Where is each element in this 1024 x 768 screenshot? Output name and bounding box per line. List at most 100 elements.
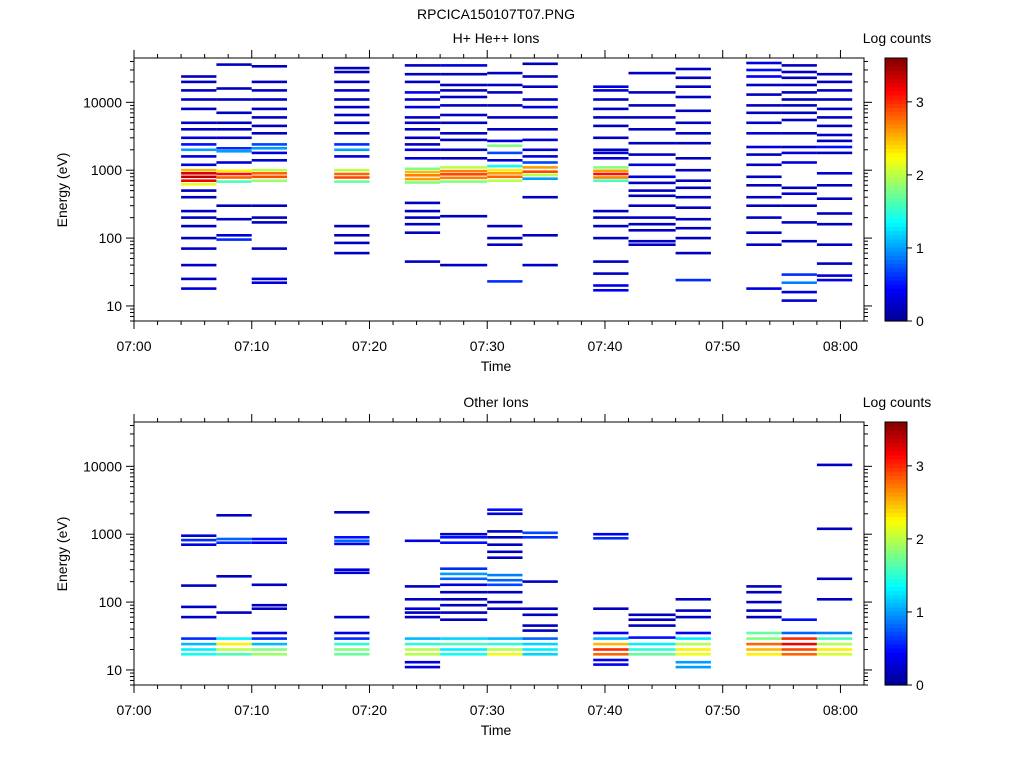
heatmap-cell (816, 197, 853, 200)
heatmap-cell (334, 113, 370, 117)
heatmap-cell (675, 95, 711, 99)
heatmap-cell (487, 159, 523, 162)
heatmap-cell (522, 629, 558, 632)
colorbar-swatch (885, 450, 907, 456)
heatmap-cell (746, 204, 782, 207)
colorbar-swatch (885, 205, 907, 211)
heatmap-cell (675, 217, 711, 221)
heatmap-cell (404, 585, 441, 588)
heatmap-cell (440, 148, 488, 152)
heatmap-cell (334, 155, 370, 158)
heatmap-cell (593, 537, 629, 540)
heatmap-cell (522, 173, 558, 177)
heatmap-cell (216, 169, 252, 173)
heatmap-cell (440, 603, 488, 607)
heatmap-cell (593, 172, 629, 176)
colorbar-swatch (885, 578, 907, 583)
colorbar-swatch (885, 316, 907, 322)
heatmap-cell (593, 148, 629, 152)
heatmap-cell (675, 642, 711, 646)
heatmap-cell (522, 613, 558, 617)
colorbar-swatch (885, 210, 907, 215)
panel-other-ions: Other Ions 07:00 07:10 07:20 07:30 07:40 07:5… (54, 394, 931, 738)
colorbar-swatch (885, 144, 907, 150)
heatmap-cell (746, 600, 782, 604)
colorbar-swatch (885, 664, 907, 670)
heatmap-cell (675, 615, 711, 619)
heatmap-cell (334, 148, 370, 152)
heatmap-cell (781, 132, 817, 135)
x-tick-label: 07:20 (352, 338, 387, 354)
heatmap-cell (334, 70, 370, 74)
heatmap-cell (251, 65, 287, 68)
y-axis-ticks: 10 100 1000 10000 (83, 60, 872, 322)
colorbar-swatch (885, 284, 907, 289)
heatmap-cell (781, 145, 817, 149)
colorbar-swatch (885, 430, 907, 435)
heatmap-cell (334, 642, 370, 646)
colorbar-swatch (885, 251, 907, 256)
heatmap-cell (522, 155, 558, 158)
heatmap-cell (334, 251, 370, 255)
colorbar-swatch (885, 639, 907, 645)
colorbar-swatch (885, 214, 907, 219)
heatmap-cell (746, 121, 782, 125)
colorbar-tick-label: 2 (916, 531, 924, 547)
heatmap-cell (216, 87, 252, 90)
colorbar-swatch (885, 652, 907, 657)
heatmap-cell (781, 642, 817, 646)
heatmap-cell (522, 75, 558, 78)
heatmap-cell (593, 124, 629, 128)
heatmap-cell (251, 151, 287, 155)
heatmap-cell (593, 136, 629, 140)
colorbar-swatch (885, 230, 907, 236)
heatmap-cell (487, 550, 523, 554)
heatmap-cell (675, 206, 711, 209)
heatmap-cell (675, 85, 711, 88)
heatmap-cell (593, 176, 629, 179)
colorbar-swatch (885, 259, 907, 265)
colorbar-swatch (885, 549, 907, 555)
heatmap-cell (593, 653, 629, 656)
heatmap-cell (440, 618, 488, 621)
heatmap-cell (334, 653, 370, 656)
heatmap-cell (334, 98, 370, 101)
colorbar-swatch (885, 140, 907, 145)
colorbar-swatch (885, 107, 907, 113)
heatmap-cell (181, 121, 217, 125)
heatmap-cell (251, 168, 287, 172)
heatmap-cell (251, 631, 287, 635)
heatmap-cell (487, 172, 523, 175)
y-axis-label: Energy (eV) (54, 153, 70, 228)
heatmap-cell (816, 653, 853, 656)
heatmap-cell (628, 618, 676, 621)
heatmap-cell (216, 575, 252, 578)
heatmap-cell (181, 189, 217, 192)
heatmap-cell (216, 111, 252, 115)
heatmap-cell (781, 64, 817, 67)
heatmap-cell (593, 85, 629, 88)
heatmap-cell (440, 532, 488, 536)
heatmap-cell (781, 98, 817, 101)
heatmap-cell (404, 637, 441, 640)
heatmap-cell (675, 76, 711, 80)
heatmap-cell (522, 166, 558, 169)
heatmap-cell (251, 583, 287, 587)
colorbar-swatch (885, 312, 907, 318)
heatmap-cell (628, 91, 676, 94)
heatmap-cell (816, 577, 853, 581)
heatmap-cell (746, 631, 782, 635)
heatmap-cell (675, 653, 711, 656)
heatmap-cell (522, 161, 558, 164)
heatmap-cell (181, 543, 217, 546)
heatmap-cell (216, 637, 252, 640)
heatmap-cell (251, 648, 287, 651)
heatmap-cell (181, 179, 217, 182)
x-tick-label: 07:00 (116, 702, 151, 718)
heatmap-cell (593, 151, 629, 155)
colorbar-swatch (885, 606, 907, 612)
heatmap-cell (216, 98, 252, 101)
heatmap-cell (816, 133, 853, 137)
colorbar-frame (884, 421, 908, 686)
heatmap-cell (251, 221, 287, 224)
